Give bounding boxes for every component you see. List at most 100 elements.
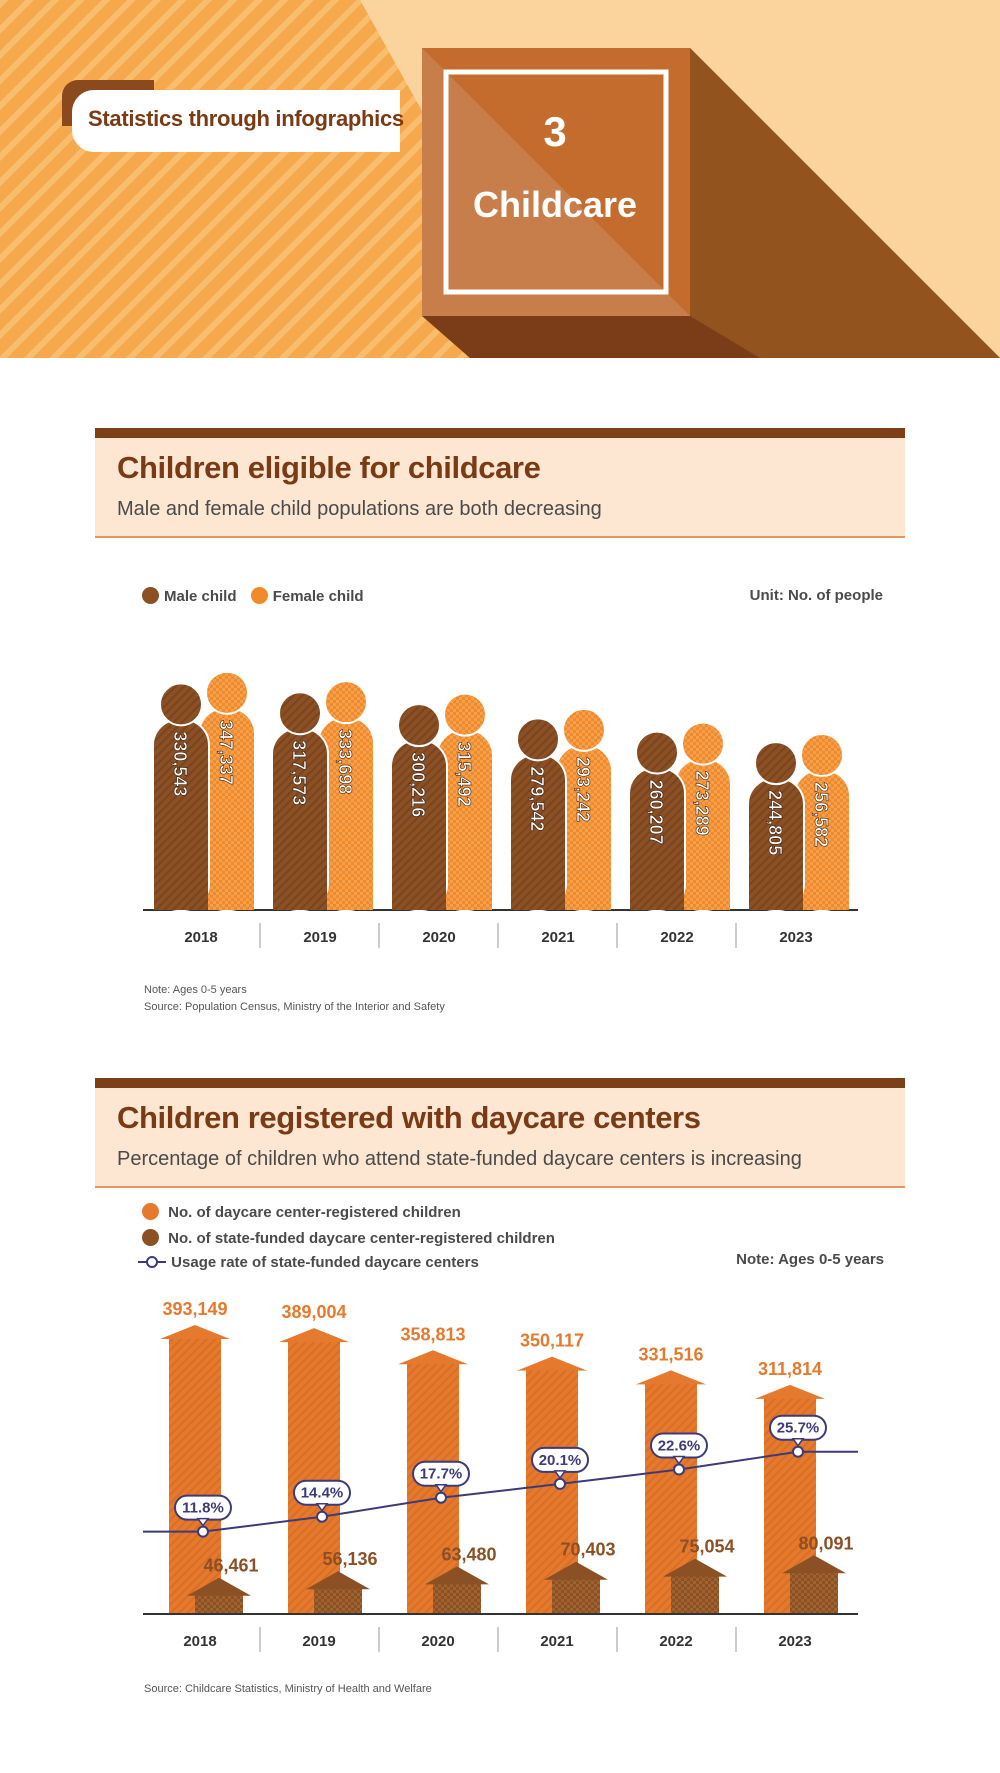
x-tick-label: 2022 [659, 1633, 692, 1650]
female-value-label: 256,582 [811, 782, 831, 847]
male-head-2022 [635, 730, 679, 775]
x-tick-label: 2018 [184, 929, 217, 946]
state-funded-legend-item: No. of state-funded daycare center-regis… [142, 1229, 555, 1247]
state-funded-value-label: 46,461 [203, 1556, 258, 1576]
state-funded-house-2018 [195, 1593, 243, 1614]
male-bar-base-2023 [749, 884, 803, 910]
state-funded-house-2019 [314, 1587, 362, 1614]
female-value-label: 333,698 [335, 729, 355, 794]
x-tick-label: 2018 [183, 1633, 216, 1650]
female-value-label: 315,492 [454, 742, 474, 807]
state-funded-legend-label: No. of state-funded daycare center-regis… [168, 1230, 555, 1247]
state-funded-roof-2020 [425, 1566, 489, 1585]
female-head-2018 [205, 670, 249, 715]
usage-rate-label: 25.7% [777, 1420, 820, 1437]
female-head-2020 [443, 692, 487, 737]
x-tick-label: 2019 [302, 1633, 335, 1650]
state-funded-roof-2018 [187, 1577, 251, 1596]
usage-rate-line [143, 1450, 858, 1533]
usage-rate-bubble-tail [315, 1502, 329, 1512]
state-funded-house-2020 [433, 1582, 481, 1614]
chapter-number: 3 [543, 108, 567, 155]
daycare-bar-arrowhead-2018 [160, 1325, 230, 1340]
unit-label: Unit: No. of people [749, 587, 883, 604]
usage-rate-bubble-tail [196, 1517, 210, 1527]
usage-rate-point [554, 1477, 566, 1490]
section1-legend: Male child Female child [142, 587, 364, 605]
male-head-2018 [159, 682, 203, 727]
daycare-legend-label: No. of daycare center-registered childre… [168, 1204, 461, 1221]
female-head-2021 [562, 707, 606, 752]
state-funded-house-2022 [671, 1574, 719, 1614]
state-funded-value-label: 70,403 [560, 1540, 615, 1560]
state-funded-roof-2022 [663, 1558, 727, 1577]
usage-rate-label: 20.1% [539, 1452, 582, 1469]
section1-note: Note: Ages 0-5 years [144, 984, 247, 996]
daycare-bar-arrowhead-2023 [755, 1384, 825, 1399]
population-chart: 347,337 330,543 2018 333,698 317,573 2019 315,… [143, 670, 858, 948]
section1-subtitle: Male and female child populations are bo… [117, 498, 602, 520]
male-bar-base-2022 [630, 884, 684, 910]
chapter-title: Childcare [472, 184, 638, 225]
state-funded-house-2023 [790, 1571, 838, 1614]
rate-legend-item: Usage rate of state-funded daycare cente… [138, 1254, 479, 1271]
x-tick-label: 2020 [421, 1633, 454, 1650]
female-legend-swatch [250, 587, 268, 604]
state-funded-value-label: 75,054 [679, 1537, 734, 1557]
female-head-2019 [324, 680, 368, 725]
state-funded-roof-2023 [782, 1555, 846, 1574]
usage-rate-bubble-tail [434, 1483, 448, 1494]
state-funded-legend-swatch [142, 1229, 159, 1246]
female-value-label: 347,337 [216, 720, 236, 785]
male-value-label: 260,207 [646, 780, 666, 845]
usage-rate-label: 17.7% [420, 1466, 463, 1483]
header-banner: Statistics through infographics 3 Childc… [0, 0, 1000, 358]
usage-rate-label: 22.6% [658, 1438, 701, 1455]
female-value-label: 273,289 [692, 771, 712, 836]
daycare-value-label: 358,813 [400, 1324, 465, 1344]
rate-legend-label: Usage rate of state-funded daycare cente… [171, 1254, 479, 1271]
usage-rate-point [197, 1525, 209, 1538]
female-head-2022 [681, 721, 725, 766]
section1-banner: Children eligible for childcare Male and… [95, 428, 905, 538]
section2-banner: Children registered with daycare centers… [95, 1078, 905, 1188]
daycare-bar-arrowhead-2020 [398, 1350, 468, 1365]
section2-title: Children registered with daycare centers [117, 1100, 701, 1135]
male-head-2023 [754, 741, 798, 786]
state-funded-roof-2021 [544, 1561, 608, 1580]
female-value-label: 293,242 [573, 757, 593, 822]
x-tick-label: 2023 [778, 1633, 811, 1650]
daycare-legend-swatch [142, 1203, 159, 1220]
male-bar-base-2019 [273, 884, 327, 910]
usage-rate-bubble-tail [791, 1437, 805, 1448]
usage-rate-point [435, 1491, 447, 1504]
daycare-value-label: 331,516 [638, 1344, 703, 1364]
daycare-legend-item: No. of daycare center-registered childre… [142, 1203, 461, 1221]
male-value-label: 300,216 [408, 752, 428, 817]
state-funded-value-label: 63,480 [441, 1544, 496, 1564]
state-funded-house-2021 [552, 1577, 600, 1614]
male-legend-swatch [142, 587, 159, 604]
x-tick-label: 2019 [303, 929, 336, 946]
daycare-bar-2019 [288, 1340, 340, 1614]
female-legend-label: Female child [272, 588, 364, 605]
usage-rate-point [792, 1445, 804, 1458]
male-head-2019 [278, 691, 322, 736]
daycare-value-label: 389,004 [281, 1302, 346, 1322]
series-label: Statistics through infographics [88, 106, 404, 131]
male-value-label: 244,805 [765, 790, 785, 855]
x-tick-label: 2021 [541, 929, 574, 946]
daycare-bar-arrowhead-2019 [279, 1328, 349, 1343]
x-tick-label: 2020 [422, 929, 455, 946]
daycare-value-label: 350,117 [520, 1331, 584, 1351]
section2-source: Source: Childcare Statistics, Ministry o… [144, 1683, 432, 1695]
female-head-2023 [800, 733, 844, 778]
x-tick-label: 2023 [779, 929, 812, 946]
rate-legend-swatch [138, 1256, 166, 1268]
male-bar-base-2018 [154, 884, 208, 910]
state-funded-value-label: 80,091 [798, 1533, 853, 1553]
male-legend-label: Male child [164, 588, 237, 605]
series-tab [72, 90, 400, 152]
male-bar-base-2021 [511, 884, 565, 910]
usage-rate-point [673, 1463, 685, 1476]
